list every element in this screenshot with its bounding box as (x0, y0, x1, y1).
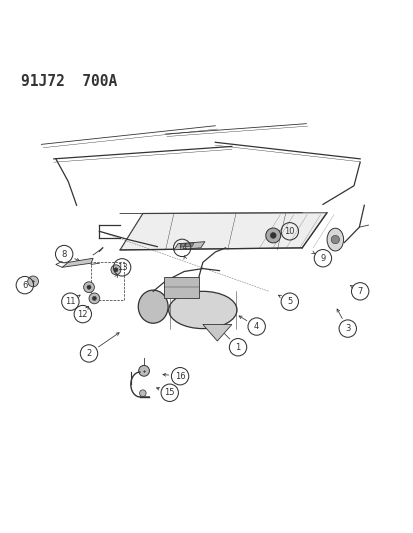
Ellipse shape (168, 292, 236, 329)
Circle shape (270, 232, 275, 238)
Text: 9: 9 (320, 254, 325, 263)
Polygon shape (202, 325, 231, 341)
Ellipse shape (138, 290, 168, 323)
Circle shape (28, 276, 38, 287)
Text: 91J72  700A: 91J72 700A (21, 74, 116, 89)
Text: 11: 11 (65, 297, 76, 306)
Circle shape (139, 390, 146, 397)
Text: 15: 15 (164, 388, 175, 397)
Text: 7: 7 (357, 287, 362, 296)
Polygon shape (120, 213, 326, 250)
Circle shape (114, 268, 118, 272)
Text: 5: 5 (287, 297, 292, 306)
Text: 16: 16 (174, 372, 185, 381)
Text: 2: 2 (86, 349, 91, 358)
Circle shape (89, 293, 100, 304)
Text: 4: 4 (254, 322, 259, 331)
Text: 3: 3 (344, 324, 349, 333)
Polygon shape (163, 277, 198, 297)
Circle shape (138, 366, 149, 376)
Text: 6: 6 (22, 281, 27, 289)
Polygon shape (173, 241, 204, 250)
Polygon shape (62, 258, 93, 268)
Ellipse shape (326, 228, 343, 251)
Text: 1: 1 (235, 343, 240, 352)
Text: 13: 13 (116, 263, 127, 272)
Text: 12: 12 (77, 310, 88, 319)
Circle shape (265, 228, 280, 243)
Circle shape (83, 282, 94, 293)
Text: 14: 14 (176, 244, 187, 252)
Text: 8: 8 (62, 249, 66, 259)
Circle shape (92, 296, 96, 301)
Text: 10: 10 (284, 227, 294, 236)
Circle shape (87, 285, 91, 289)
Polygon shape (180, 243, 193, 247)
Circle shape (330, 236, 339, 244)
Circle shape (111, 265, 121, 275)
